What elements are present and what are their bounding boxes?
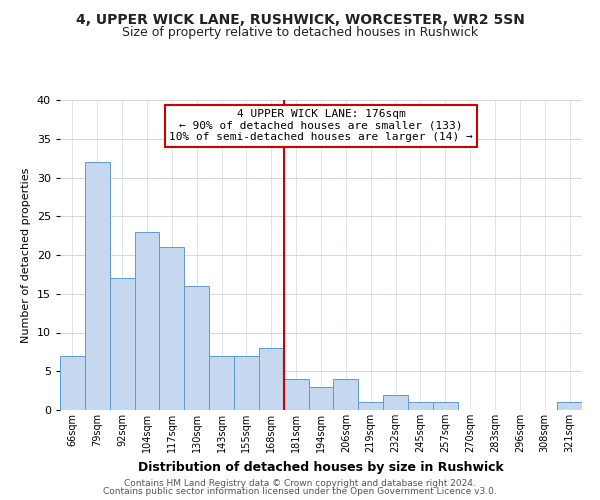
Text: 4 UPPER WICK LANE: 176sqm
← 90% of detached houses are smaller (133)
10% of semi: 4 UPPER WICK LANE: 176sqm ← 90% of detac… xyxy=(169,110,473,142)
Bar xyxy=(85,162,110,410)
Bar xyxy=(433,402,458,410)
Bar xyxy=(209,356,234,410)
Bar xyxy=(308,387,334,410)
Bar xyxy=(134,232,160,410)
Bar xyxy=(160,247,184,410)
Y-axis label: Number of detached properties: Number of detached properties xyxy=(21,168,31,342)
Text: 4, UPPER WICK LANE, RUSHWICK, WORCESTER, WR2 5SN: 4, UPPER WICK LANE, RUSHWICK, WORCESTER,… xyxy=(76,12,524,26)
Bar xyxy=(408,402,433,410)
Bar xyxy=(259,348,284,410)
Bar xyxy=(60,356,85,410)
Bar xyxy=(184,286,209,410)
Bar xyxy=(110,278,134,410)
Text: Contains public sector information licensed under the Open Government Licence v3: Contains public sector information licen… xyxy=(103,487,497,496)
Bar xyxy=(334,379,358,410)
Text: Size of property relative to detached houses in Rushwick: Size of property relative to detached ho… xyxy=(122,26,478,39)
Bar xyxy=(358,402,383,410)
X-axis label: Distribution of detached houses by size in Rushwick: Distribution of detached houses by size … xyxy=(138,460,504,473)
Text: Contains HM Land Registry data © Crown copyright and database right 2024.: Contains HM Land Registry data © Crown c… xyxy=(124,478,476,488)
Bar xyxy=(234,356,259,410)
Bar xyxy=(383,394,408,410)
Bar xyxy=(284,379,308,410)
Bar xyxy=(557,402,582,410)
